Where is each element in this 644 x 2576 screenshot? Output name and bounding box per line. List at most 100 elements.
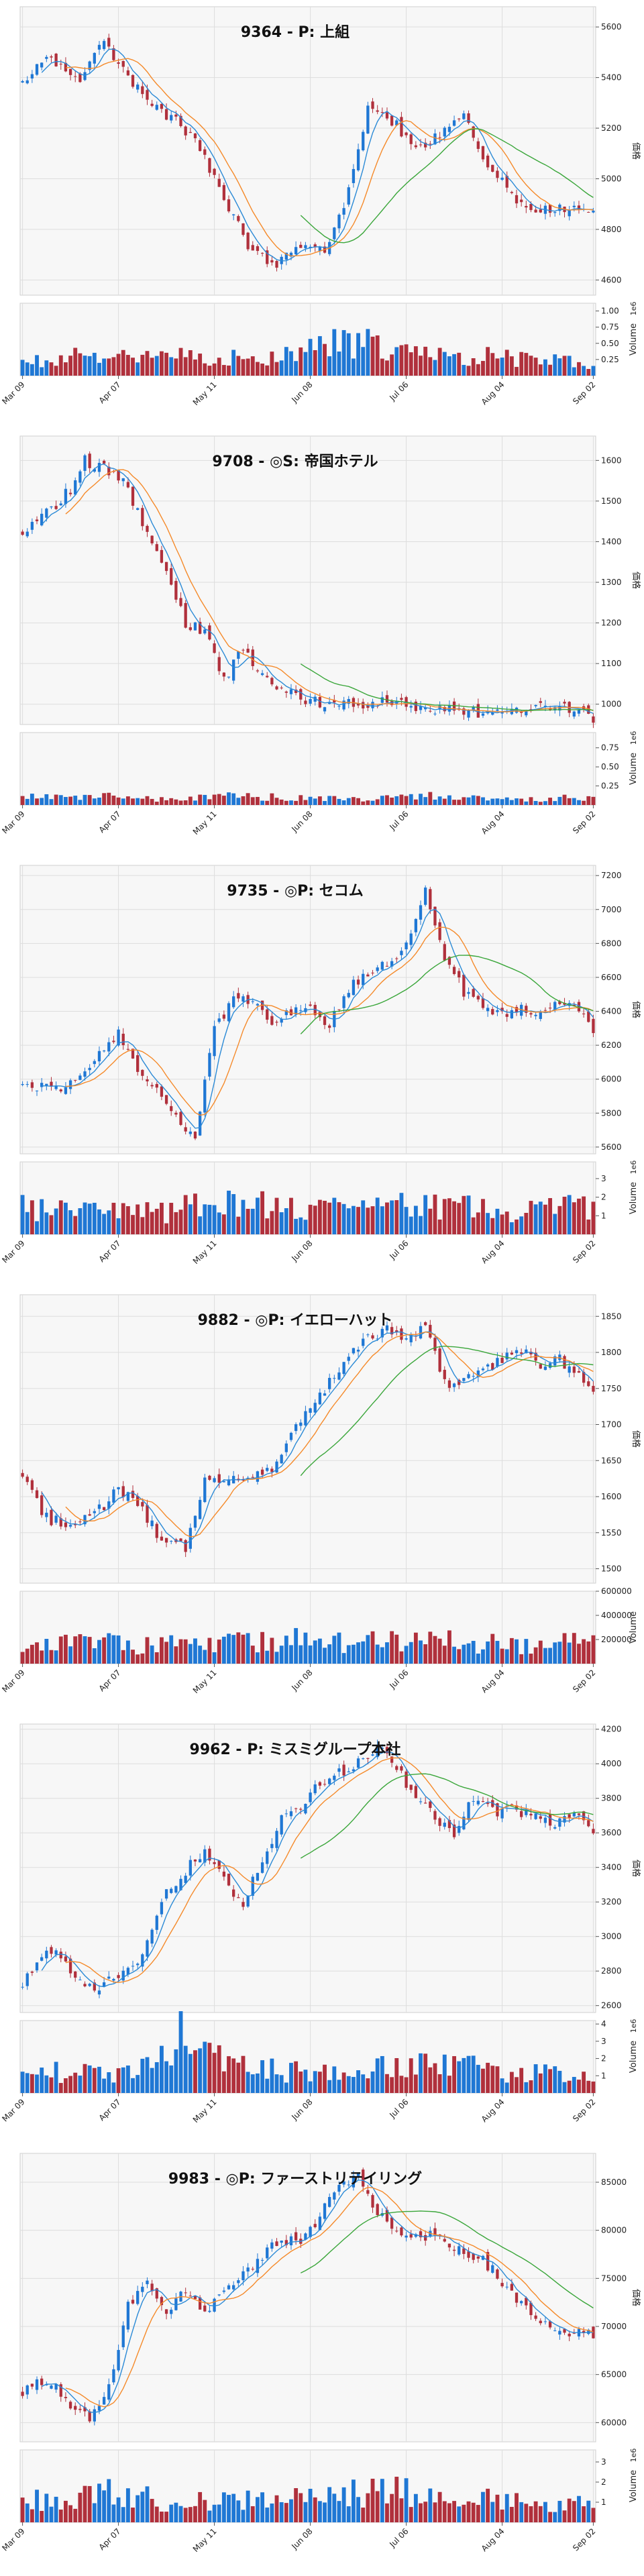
ma-short-line — [41, 1331, 594, 1544]
volume-bar — [457, 800, 462, 805]
candle-body — [558, 2330, 561, 2335]
volume-bar — [504, 797, 509, 805]
volume-bar — [346, 1208, 351, 1234]
candle-body — [414, 918, 418, 932]
candle-body — [577, 709, 581, 714]
volume-bar — [476, 2065, 480, 2093]
candle-body — [543, 1010, 547, 1011]
candle-body — [371, 1754, 374, 1756]
volume-bar — [428, 2488, 433, 2522]
volume-bar — [154, 802, 159, 805]
volume-bar — [337, 1202, 341, 1234]
candle-body — [500, 1008, 504, 1012]
candle-body — [496, 1010, 499, 1012]
volume-bar — [486, 800, 490, 805]
candle-body — [88, 453, 91, 468]
volume-bar — [504, 2493, 509, 2522]
volume-bar — [54, 1650, 58, 1664]
volume-bar — [346, 798, 351, 805]
candle-body — [337, 1768, 341, 1772]
candle-body — [405, 132, 408, 136]
volume-bar — [193, 359, 197, 376]
candle-body — [525, 1809, 528, 1815]
candle-body — [313, 696, 317, 702]
volume-bar — [63, 2500, 68, 2522]
volume-bar — [591, 1201, 596, 1234]
ma-long-line — [300, 1773, 594, 1859]
candle-body — [126, 482, 130, 488]
volume-bar — [294, 1627, 299, 1664]
candle-body — [64, 1087, 68, 1094]
candle-body — [356, 149, 360, 170]
candle-body — [534, 209, 537, 213]
candle-body — [241, 223, 245, 235]
candle-body — [520, 199, 523, 203]
volume-bar — [562, 2510, 567, 2522]
volume-bar — [63, 2078, 68, 2093]
candle-body — [472, 1376, 475, 1377]
volume-bar — [524, 801, 529, 805]
volume-bar — [557, 2070, 562, 2093]
volume-bar — [97, 2483, 101, 2522]
volume-bar — [437, 1219, 442, 1234]
candle-body — [30, 74, 34, 78]
volume-bar — [125, 796, 130, 805]
volume-bar — [582, 800, 586, 805]
volume-bar — [533, 1204, 538, 1234]
candle-body — [203, 149, 207, 155]
volume-bar — [504, 1212, 509, 1234]
ma-mid-line — [65, 2186, 594, 2408]
volume-bar — [404, 1646, 409, 1664]
price-tick-label: 70000 — [601, 2322, 627, 2331]
volume-bar — [274, 798, 279, 805]
candle-body — [117, 1029, 120, 1046]
volume-bar — [125, 2488, 130, 2522]
candle-body — [347, 1356, 350, 1361]
volume-bar — [40, 798, 44, 805]
volume-bar — [159, 1637, 164, 1664]
candle-body — [447, 127, 451, 132]
candle-body — [189, 1527, 192, 1549]
candle-body — [217, 2294, 221, 2296]
candle-body — [476, 1371, 480, 1377]
volume-bar — [428, 1208, 433, 1234]
candle-body — [246, 232, 250, 250]
volume-bar — [317, 1638, 322, 1664]
volume-bar — [366, 1635, 370, 1664]
volume-bar — [500, 358, 504, 376]
volume-bar — [419, 356, 423, 376]
x-tick-label: Jul 06 — [387, 2526, 410, 2549]
volume-bar — [217, 1640, 221, 1664]
volume-bar — [553, 1214, 557, 1234]
candle-body — [59, 1951, 62, 1959]
candle-body — [342, 1764, 345, 1776]
volume-bar — [212, 794, 217, 805]
candle-body — [237, 651, 240, 659]
volume-bar — [385, 360, 389, 376]
x-tick-label: Jun 08 — [289, 380, 314, 405]
candle-body — [467, 113, 470, 123]
volume-bar — [207, 1638, 212, 1664]
volume-bar — [423, 797, 428, 805]
volume-bar — [87, 356, 92, 376]
volume-bar — [481, 2068, 485, 2093]
volume-bar — [97, 1209, 101, 1234]
candle-body — [78, 1521, 82, 1523]
candle-body — [208, 1848, 211, 1861]
volume-bar — [538, 2073, 543, 2093]
volume-bar — [557, 796, 562, 805]
volume-bar — [35, 798, 39, 805]
volume-tick-label: 0.75 — [601, 323, 619, 332]
volume-bar — [40, 367, 44, 376]
volume-bar — [198, 1646, 203, 1664]
volume-bar — [341, 330, 346, 376]
volume-bar — [58, 2083, 63, 2093]
candle-body — [429, 2231, 432, 2237]
candle-body — [21, 1083, 24, 1085]
volume-bar — [452, 1201, 457, 1234]
volume-bar — [236, 798, 241, 805]
candle-body — [50, 2385, 53, 2389]
volume-exponent-label: 1e6 — [629, 2449, 638, 2463]
volume-bar — [58, 355, 63, 376]
volume-bar — [538, 802, 543, 805]
